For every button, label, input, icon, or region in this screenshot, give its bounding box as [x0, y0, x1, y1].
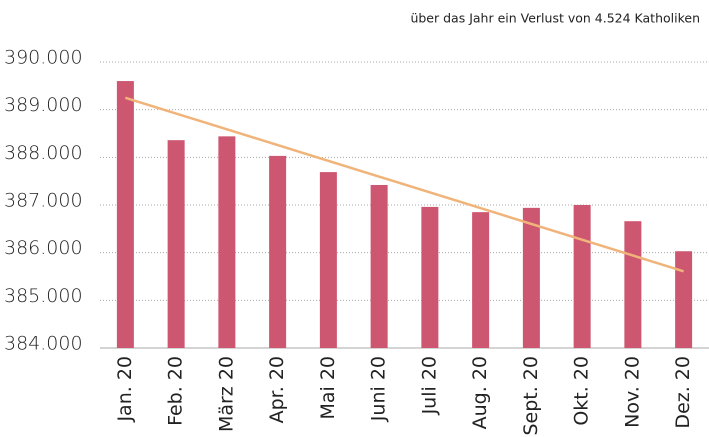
x-tick-label: Juli 20: [418, 356, 440, 415]
x-tick-label: Feb. 20: [165, 356, 187, 426]
x-tick-label: Juni 20: [368, 356, 390, 422]
bar: [472, 212, 490, 348]
y-tick-label: 389.000: [4, 94, 83, 116]
bar: [370, 184, 388, 348]
bar: [624, 221, 642, 348]
trend-line: [125, 96, 684, 273]
y-tick-label: 386.000: [4, 237, 83, 259]
x-tick-label: Sept. 20: [520, 356, 542, 436]
x-tick-label: Okt. 20: [571, 356, 593, 426]
x-tick-label: Jan. 20: [114, 356, 136, 423]
bar: [116, 81, 134, 349]
bar: [218, 136, 236, 348]
y-tick-label: 390.000: [4, 47, 83, 69]
x-tick-label: März 20: [215, 356, 237, 432]
x-tick-label: Mai 20: [317, 356, 339, 420]
bar: [319, 172, 337, 348]
y-tick-label: 387.000: [4, 190, 83, 212]
bar: [167, 140, 185, 348]
y-tick-label: 384.000: [4, 333, 83, 355]
bar: [573, 205, 591, 348]
bar: [522, 207, 540, 348]
x-tick-label: Dez. 20: [672, 356, 694, 429]
y-tick-label: 388.000: [4, 142, 83, 164]
bar: [421, 206, 439, 348]
bar: [269, 155, 287, 348]
x-tick-label: Nov. 20: [621, 356, 643, 428]
bar: [675, 251, 693, 348]
x-tick-label: Apr. 20: [266, 356, 288, 423]
y-tick-label: 385.000: [4, 285, 83, 307]
x-tick-label: Aug. 20: [469, 356, 491, 429]
annotation: über das Jahr ein Verlust von 4.524 Kath…: [410, 11, 700, 26]
